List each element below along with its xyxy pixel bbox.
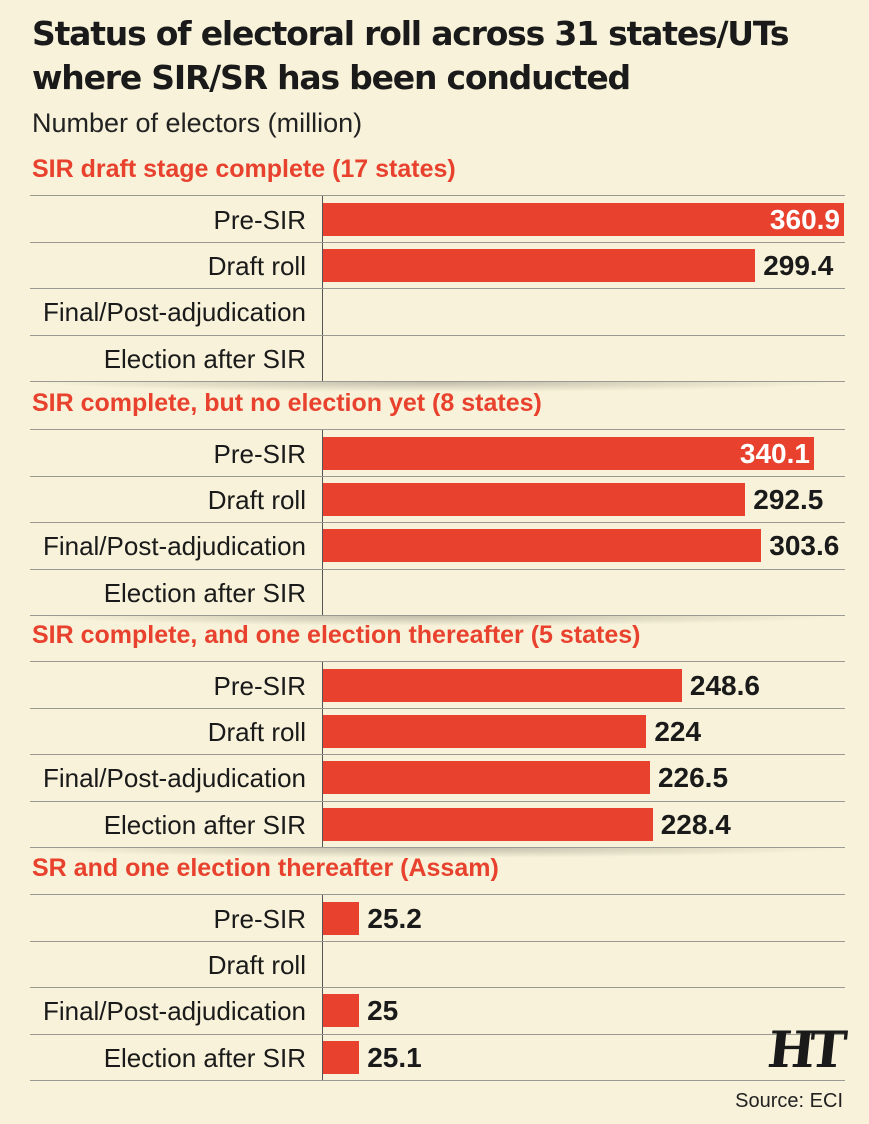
- bar: [323, 437, 814, 470]
- category-label: Election after SIR: [103, 343, 306, 374]
- category-label: Pre-SIR: [213, 439, 306, 469]
- row-divider: [30, 800, 845, 802]
- row-divider: [30, 242, 845, 244]
- data-label: 226.5: [657, 762, 729, 794]
- group-divider: [30, 847, 845, 858]
- row-divider: [30, 429, 845, 430]
- data-label: 25.2: [367, 903, 422, 934]
- data-label: 224: [654, 716, 702, 748]
- category-label: Pre-SIR: [213, 671, 306, 701]
- data-label: 228.4: [660, 808, 731, 840]
- row-divider: [30, 846, 845, 848]
- chart-subtitle: Number of electors (million): [32, 108, 363, 138]
- source-note: Source: ECI: [735, 1090, 843, 1112]
- data-label: 25: [367, 995, 399, 1027]
- category-label: Election after SIR: [103, 577, 306, 608]
- category-label: Draft roll: [207, 251, 306, 282]
- row-divider: [30, 661, 845, 662]
- data-label: 340.1: [739, 438, 810, 469]
- section-title: SIR draft stage complete (17 states): [32, 155, 456, 183]
- row-divider: [30, 754, 845, 756]
- data-label: 292.5: [753, 484, 824, 516]
- ht-logo: HT: [764, 1020, 844, 1079]
- section-title: SR and one election thereafter (Assam): [32, 854, 499, 882]
- row-divider: [30, 941, 845, 943]
- row-divider: [30, 987, 845, 989]
- data-label: 303.6: [769, 530, 840, 562]
- group-divider: [30, 381, 845, 392]
- bar: [323, 715, 647, 749]
- row-divider: [30, 195, 845, 196]
- bar: [323, 807, 653, 841]
- category-label: Election after SIR: [103, 1042, 306, 1073]
- bar: [323, 483, 746, 517]
- row-divider: [30, 334, 845, 336]
- category-label: Final/Post-adjudication: [42, 531, 306, 562]
- row-divider: [30, 1079, 845, 1081]
- category-label: Pre-SIR: [213, 205, 306, 235]
- category-label: Final/Post-adjudication: [42, 297, 306, 328]
- bar: [323, 203, 844, 236]
- category-label: Draft roll: [207, 485, 306, 516]
- bar: [323, 761, 650, 795]
- bar: [323, 902, 360, 935]
- category-label: Final/Post-adjudication: [42, 763, 306, 794]
- bar: [323, 1040, 360, 1074]
- group-divider: [30, 615, 845, 626]
- data-label: 360.9: [769, 204, 840, 235]
- bar: [323, 249, 756, 283]
- row-divider: [30, 568, 845, 570]
- row-divider: [30, 380, 845, 382]
- row-divider: [30, 614, 845, 616]
- category-label: Final/Post-adjudication: [42, 996, 306, 1027]
- row-divider: [30, 522, 845, 524]
- row-divider: [30, 288, 845, 290]
- section-title: SIR complete, but no election yet (8 sta…: [32, 389, 542, 417]
- category-label: Election after SIR: [103, 809, 306, 840]
- data-label: 248.6: [689, 670, 760, 701]
- bar: [323, 994, 360, 1028]
- data-label: 25.1: [367, 1041, 422, 1073]
- category-label: Draft roll: [207, 717, 306, 748]
- row-divider: [30, 708, 845, 710]
- row-divider: [30, 1033, 845, 1035]
- section-title: SIR complete, and one election thereafte…: [32, 621, 641, 649]
- category-label: Draft roll: [207, 950, 306, 981]
- row-divider: [30, 476, 845, 478]
- chart-title: Status of electoral roll across 31 state…: [32, 14, 789, 97]
- data-label: 299.4: [763, 250, 834, 282]
- category-label: Pre-SIR: [213, 904, 306, 934]
- row-divider: [30, 894, 845, 895]
- bar: [323, 529, 762, 563]
- bar: [323, 669, 682, 702]
